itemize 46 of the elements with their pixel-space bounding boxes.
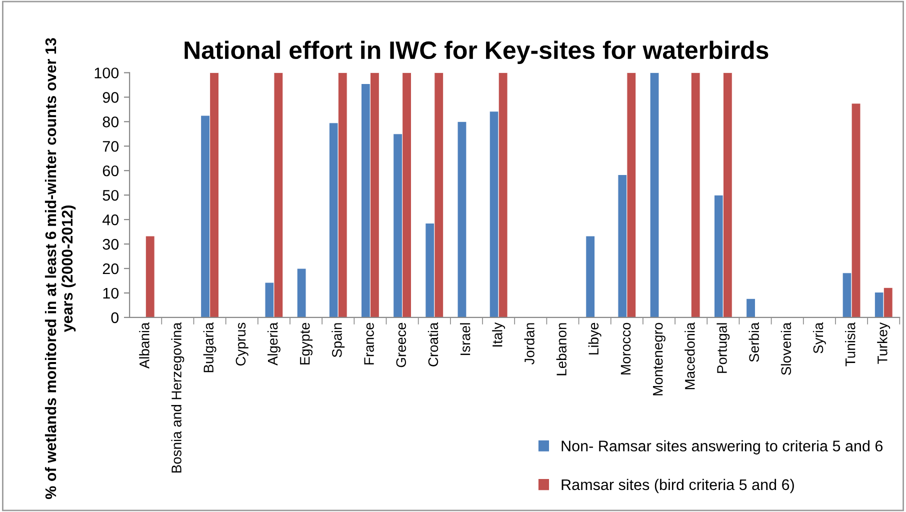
- bar: [457, 121, 467, 318]
- y-tick-label: 60: [102, 165, 119, 176]
- x-tick-label: Serbia: [748, 322, 759, 362]
- x-tick-label: Israel: [460, 323, 470, 355]
- x-tick-label: Cyprus: [236, 322, 248, 366]
- x-tick-label: Bosnia and Herzegovina: [171, 322, 184, 472]
- bar: [296, 268, 306, 318]
- x-tick-label: Croatia: [428, 322, 438, 366]
- bar: [690, 72, 700, 318]
- x-tick-label: Spain: [332, 323, 345, 358]
- x-tick-label: Slovenia: [780, 322, 792, 375]
- x-tick-label: Turkey: [877, 322, 890, 364]
- y-tick-label: 50: [102, 190, 119, 201]
- bar: [650, 72, 660, 318]
- y-axis-title: % of wetlands monitored in at least 6 mid-winter counts over 13 years (2000-2012): [44, 38, 76, 500]
- x-tick-label: Morocco: [620, 322, 631, 374]
- bar: [586, 236, 596, 318]
- y-tick-label: 80: [102, 116, 119, 128]
- x-tick-label: Portugal: [716, 323, 730, 373]
- x-tick-label: Tunisia: [845, 322, 856, 366]
- y-tick-label: 70: [102, 140, 119, 152]
- x-tick-label: Egypte: [300, 322, 313, 364]
- chart-title: National effort in IWC for Key-sites for waterbirds: [184, 40, 768, 64]
- y-tick-label: 10: [103, 288, 119, 299]
- x-tick-label: Montenegro: [653, 322, 666, 396]
- x-tick-label: Jordan: [524, 323, 534, 365]
- legend-label: Non- Ramsar sites answering to criteria 5 and 6: [562, 440, 883, 454]
- x-tick-label: Algeria: [267, 322, 280, 366]
- x-tick-label: Lebanon: [556, 323, 566, 376]
- x-tick-label: Libye: [588, 322, 602, 354]
- x-tick-label: Bulgaria: [203, 322, 216, 372]
- bar: [746, 298, 756, 318]
- x-tick-label: France: [364, 322, 374, 364]
- x-tick-label: Syria: [812, 322, 826, 354]
- x-tick-label: Italy: [492, 322, 506, 346]
- x-tick-label: Albania: [139, 322, 150, 369]
- y-tick-label: 100: [94, 68, 119, 78]
- y-tick-label: 20: [102, 263, 119, 274]
- y-tick-label: 90: [102, 92, 119, 103]
- y-tick-label: 30: [102, 238, 119, 250]
- x-tick-label: Greece: [396, 322, 406, 368]
- legend-label: Ramsar sites (bird criteria 5 and 6): [562, 478, 794, 494]
- y-tick-label: 40: [102, 214, 119, 226]
- bar: [145, 236, 155, 318]
- x-tick-label: Macedonia: [684, 322, 695, 390]
- y-tick-label: 0: [111, 312, 119, 324]
